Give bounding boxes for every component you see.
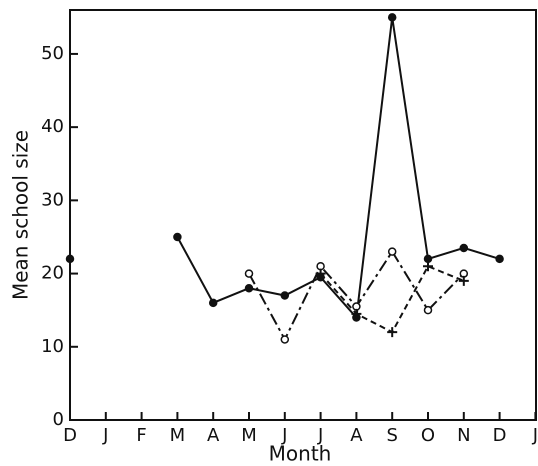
marker — [423, 305, 433, 315]
x-tick-label: D — [493, 425, 507, 446]
marker — [244, 269, 254, 278]
marker — [280, 335, 290, 344]
x-tick-label: M — [170, 425, 186, 446]
x-tick-label: D — [63, 425, 77, 446]
y-tick-label: 40 — [41, 116, 64, 137]
marker — [351, 308, 362, 319]
marker — [315, 268, 326, 279]
marker — [244, 283, 254, 293]
marker — [387, 327, 398, 338]
y-tick-label: 30 — [41, 189, 64, 210]
y-tick-label: 50 — [41, 43, 64, 64]
x-tick-label: M — [241, 425, 257, 446]
y-tick-label: 10 — [41, 336, 64, 357]
series-line — [176, 17, 500, 320]
x-tick-label: O — [421, 425, 435, 446]
marker — [208, 298, 218, 308]
y-tick-label: 0 — [53, 409, 64, 430]
marker — [65, 254, 75, 264]
marker — [495, 254, 504, 264]
marker — [173, 232, 182, 242]
y-axis-label: Mean school size — [9, 130, 33, 300]
x-tick-label: F — [136, 425, 146, 446]
marker — [280, 291, 290, 300]
marker — [458, 275, 469, 286]
x-tick-label: J — [281, 425, 287, 446]
y-tick-label: 20 — [41, 263, 64, 284]
x-tick-label: J — [102, 425, 108, 446]
marker — [387, 247, 397, 256]
x-axis-label: Month — [269, 442, 332, 466]
x-tick-label: S — [386, 425, 397, 446]
x-tick-label: A — [207, 425, 220, 446]
plot-frame — [69, 9, 537, 421]
x-tick-label: J — [532, 425, 538, 446]
marker — [387, 13, 397, 22]
x-tick-label: A — [350, 425, 363, 446]
x-tick-label: N — [457, 425, 470, 446]
x-tick-label: J — [317, 425, 323, 446]
marker — [423, 261, 433, 272]
marker — [459, 243, 469, 253]
series-line — [319, 264, 465, 334]
